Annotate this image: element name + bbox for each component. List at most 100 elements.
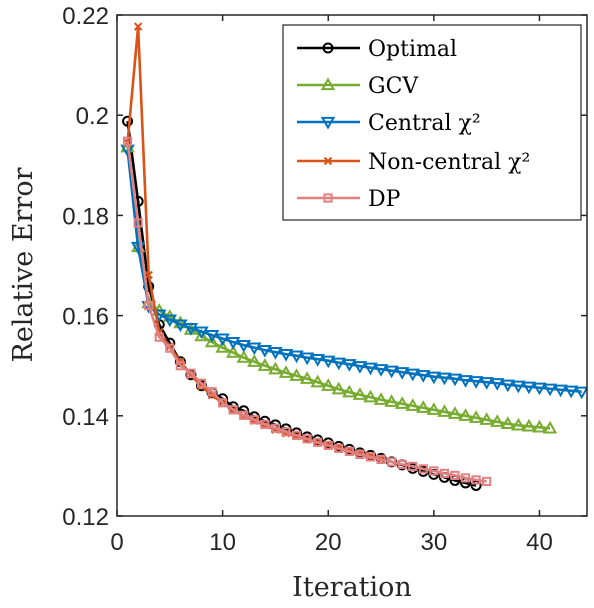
data-point: [183, 323, 199, 336]
data-point: [500, 379, 516, 393]
data-point: [207, 387, 217, 397]
data-point: [323, 440, 333, 450]
data-point: [426, 371, 442, 385]
data-point: [418, 464, 428, 474]
data-point: [204, 330, 220, 343]
data-point: [299, 352, 315, 366]
data-point: [363, 362, 378, 376]
y-tick-label: 0.12: [62, 504, 109, 531]
data-point: [173, 319, 188, 333]
data-point: [490, 378, 505, 391]
y-tick-label: 0.14: [62, 404, 109, 431]
data-point: [247, 342, 262, 356]
legend-entry: Central χ²: [297, 111, 481, 136]
x-tick-label: 20: [315, 529, 342, 556]
legend-entry: Non-central χ²: [297, 150, 530, 175]
x-tick-label: 0: [110, 529, 123, 556]
plot-area: [120, 22, 587, 491]
data-point: [490, 414, 505, 427]
data-point: [542, 420, 558, 434]
y-tick-label: 0.2: [76, 103, 109, 130]
data-point: [542, 383, 558, 397]
data-point: [133, 218, 143, 228]
data-point: [278, 349, 294, 362]
data-point: [144, 300, 154, 311]
legend-entry: DP: [297, 187, 401, 212]
data-point: [218, 398, 228, 408]
data-point: [291, 430, 302, 440]
data-point: [257, 345, 273, 358]
data-point: [468, 376, 484, 389]
y-axis-label: Relative Error: [8, 167, 39, 362]
data-point: [225, 337, 241, 350]
data-point: [521, 381, 537, 395]
data-point: [394, 396, 410, 409]
legend-label: Central χ²: [368, 111, 481, 136]
data-point: [321, 355, 336, 369]
legend-entry: GCV: [297, 74, 419, 99]
data-point: [310, 374, 325, 388]
data-point: [482, 476, 492, 487]
data-point: [122, 115, 134, 127]
legend-label: Non-central χ²: [368, 150, 530, 175]
data-point: [471, 475, 481, 485]
data-point: [310, 354, 325, 367]
data-point: [133, 22, 143, 31]
legend-marker: [320, 116, 336, 130]
legend-label: GCV: [368, 74, 419, 99]
legend-marker: [320, 77, 336, 91]
data-point: [563, 385, 579, 399]
data-point: [342, 359, 357, 372]
series-group: [120, 22, 587, 491]
data-point: [468, 410, 484, 423]
data-point: [521, 418, 537, 432]
data-point: [416, 400, 431, 413]
data-point: [352, 361, 368, 374]
data-point: [289, 350, 304, 364]
data-point: [270, 423, 281, 433]
data-point: [447, 406, 463, 419]
data-point: [249, 415, 259, 425]
data-point: [281, 427, 291, 437]
data-point: [225, 345, 241, 358]
data-point: [363, 389, 378, 403]
data-point: [458, 408, 473, 421]
x-tick-label: 10: [209, 529, 236, 556]
data-point: [344, 446, 354, 456]
data-point: [426, 402, 442, 415]
x-axis-label: Iteration: [292, 572, 412, 603]
data-point: [239, 410, 249, 420]
data-point: [460, 473, 471, 483]
data-point: [278, 365, 294, 378]
data-point: [331, 357, 347, 371]
data-point: [175, 361, 185, 371]
data-point: [532, 382, 547, 396]
data-point: [289, 368, 304, 381]
legend-label: Optimal: [368, 37, 457, 62]
data-point: [479, 412, 494, 425]
series-square: [122, 136, 492, 487]
data-point: [574, 386, 587, 400]
data-point: [331, 381, 347, 395]
data-point: [355, 449, 365, 459]
data-point: [334, 443, 344, 453]
data-point: [313, 437, 323, 447]
data-point: [204, 334, 220, 348]
data-point: [394, 367, 410, 380]
data-point: [384, 394, 399, 407]
data-point: [437, 372, 452, 386]
y-tick-label: 0.18: [62, 203, 109, 230]
data-point: [511, 417, 526, 431]
data-point: [186, 368, 196, 378]
data-point: [165, 343, 175, 353]
legend-marker: [323, 193, 333, 203]
data-point: [236, 350, 251, 363]
legend-marker: [322, 42, 334, 54]
legend-entry: Optimal: [297, 37, 457, 62]
data-point: [387, 457, 397, 467]
data-point: [450, 470, 460, 481]
data-point: [260, 419, 270, 429]
data-point: [196, 378, 207, 388]
